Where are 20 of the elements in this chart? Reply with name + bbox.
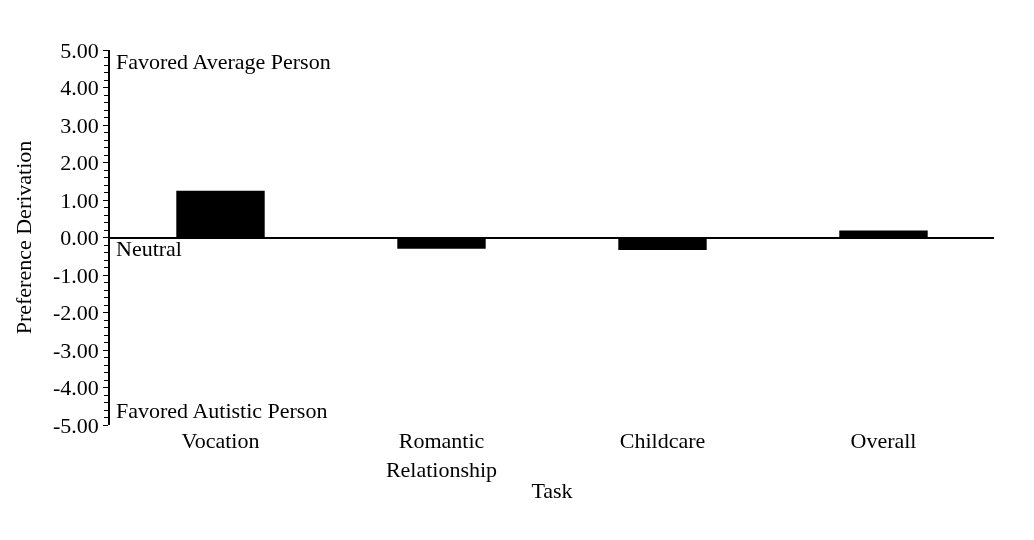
y-axis-title: Preference Derivation: [11, 140, 37, 335]
y-tick-label: 1.00: [60, 187, 99, 213]
y-tick-label: 2.00: [60, 150, 99, 176]
x-tick-label: Vocation: [181, 428, 260, 453]
annotation: Neutral: [116, 236, 182, 261]
y-tick-label: -5.00: [53, 412, 99, 438]
y-tick-label: 3.00: [60, 112, 99, 138]
y-tick-label: -1.00: [53, 262, 99, 288]
y-tick-label: 0.00: [60, 225, 99, 251]
annotation: Favored Autistic Person: [116, 398, 328, 423]
x-tick-label: Overall: [850, 428, 917, 453]
x-tick-label: Romantic Relationship: [385, 428, 498, 482]
y-tick-label: -4.00: [53, 375, 99, 401]
y-tick-label: 4.00: [60, 75, 99, 101]
x-axis-title: Task: [531, 478, 573, 504]
y-tick-label: 5.00: [60, 37, 99, 63]
annotation: Favored Average Person: [116, 49, 331, 74]
y-tick-label: -3.00: [53, 337, 99, 363]
x-tick-label: Childcare: [619, 428, 706, 453]
y-tick-label: -2.00: [53, 300, 99, 326]
